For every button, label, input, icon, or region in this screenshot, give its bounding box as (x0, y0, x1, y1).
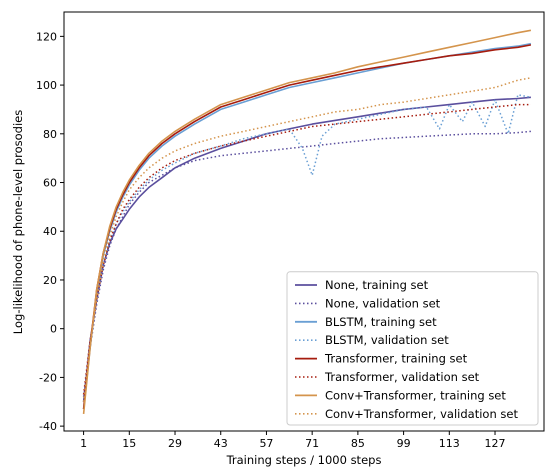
y-tick-label: -40 (39, 420, 57, 433)
y-tick-label: -20 (39, 371, 57, 384)
y-axis-label: Log-likelihood of phone-level prosodies (11, 110, 25, 334)
legend-label: BLSTM, validation set (325, 333, 449, 347)
y-tick-label: 60 (43, 177, 57, 190)
legend-label: Conv+Transformer, training set (325, 388, 506, 402)
x-axis-ticks: 1 15 29 43 57 71 85 99 113 127 (80, 431, 506, 450)
series-line-1 (82, 96, 531, 402)
plot-area (63, 11, 545, 432)
y-tick-label: 80 (43, 128, 57, 141)
legend-label: Transformer, training set (324, 352, 468, 366)
x-tick-label: 127 (485, 437, 506, 450)
legend-label: Transformer, validation set (324, 370, 480, 384)
x-tick-label: 29 (168, 437, 182, 450)
y-tick-label: 100 (36, 79, 57, 92)
legend-label: None, validation set (325, 296, 441, 310)
x-tick-label: 113 (439, 437, 460, 450)
y-tick-label: 40 (43, 225, 57, 238)
y-tick-label: 120 (36, 30, 57, 43)
legend-box (286, 271, 539, 426)
legend: None, training set None, validation set BL… (286, 271, 539, 426)
x-tick-label: 99 (397, 437, 411, 450)
y-tick-label: 0 (50, 323, 57, 336)
series-line-6 (82, 103, 531, 395)
y-axis-ticks: -40 -20 0 20 40 60 80 100 120 (36, 30, 64, 433)
legend-label: BLSTM, training set (325, 315, 437, 329)
x-tick-label: 43 (214, 437, 228, 450)
y-tick-label: 20 (43, 274, 57, 287)
x-tick-label: 1 (80, 437, 87, 450)
legend-label: None, training set (325, 278, 429, 292)
x-tick-label: 85 (351, 437, 365, 450)
series-group (82, 29, 532, 414)
legend-label: Conv+Transformer, validation set (325, 407, 518, 421)
x-axis-label: Training steps / 1000 steps (226, 453, 382, 467)
x-tick-label: 71 (305, 437, 319, 450)
x-tick-label: 15 (122, 437, 136, 450)
series-line-7 (82, 29, 532, 414)
series-line-2 (82, 130, 531, 397)
x-tick-label: 57 (259, 437, 273, 450)
